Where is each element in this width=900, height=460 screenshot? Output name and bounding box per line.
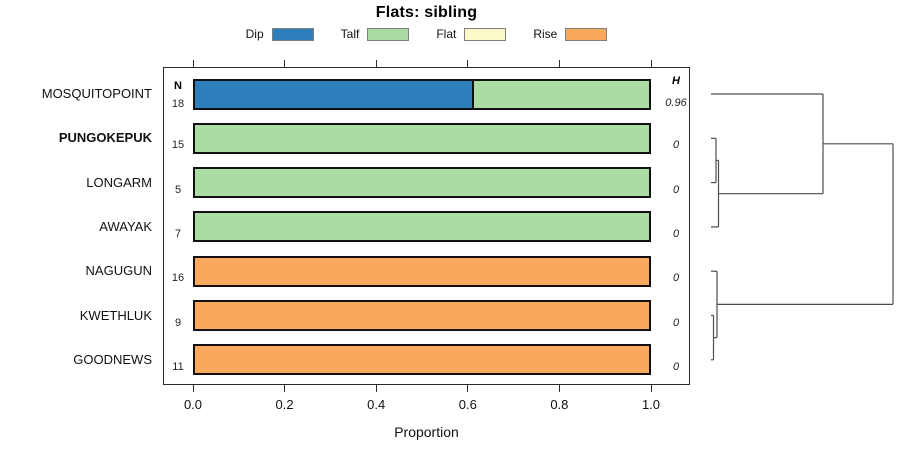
row-label-kwethluk: KWETHLUK (79, 307, 152, 323)
legend-label: Dip (245, 27, 264, 41)
bar-segment-talf (195, 169, 649, 197)
x-tick-label: 0.6 (458, 397, 477, 412)
x-tick-label: 0.8 (550, 397, 569, 412)
x-tick-label: 0.2 (275, 397, 294, 412)
row-label-nagugun: NAGUGUN (85, 263, 152, 279)
n-value: 7 (174, 227, 182, 240)
legend-item-rise: Rise (533, 27, 608, 41)
x-tick-bottom (375, 385, 377, 392)
n-value: 11 (172, 360, 184, 373)
h-value: 0 (672, 360, 680, 373)
legend-item-flat: Flat (436, 27, 507, 41)
legend-item-dip: Dip (246, 27, 314, 41)
n-value: 9 (174, 316, 182, 329)
h-value: 0 (672, 183, 680, 196)
legend: Dip Talf Flat Rise (163, 26, 690, 42)
h-value: 0 (672, 272, 680, 285)
legend-swatch-dip-icon (271, 27, 314, 41)
h-column-header: H (672, 75, 680, 87)
n-column-header: N (174, 80, 182, 92)
x-tick-bottom (192, 385, 194, 392)
bar-segment-rise (195, 257, 649, 285)
bar-segment-dip (195, 80, 472, 108)
legend-label: Rise (533, 27, 558, 41)
h-value: 0 (672, 316, 680, 329)
plot-frame (163, 67, 690, 385)
x-tick-top (192, 60, 194, 67)
chart-title: Flats: sibling (375, 4, 478, 21)
bar-segment-rise (195, 346, 649, 374)
x-tick-bottom (650, 385, 652, 392)
x-axis-title: Proportion (394, 424, 459, 440)
x-tick-label: 0.4 (367, 397, 386, 412)
bar-segment-rise (195, 302, 649, 329)
n-value: 16 (171, 272, 185, 285)
row-label-awayak: AWAYAK (99, 218, 152, 234)
legend-label: Flat (436, 27, 457, 41)
x-tick-top (467, 60, 469, 67)
bar-row (193, 300, 651, 331)
bar-row (193, 122, 651, 154)
n-value: 18 (171, 98, 185, 110)
legend-swatch-rise-icon (565, 27, 608, 41)
x-tick-top (375, 60, 377, 67)
x-tick-bottom (467, 385, 469, 392)
row-label-goodnews: GOODNEWS (73, 351, 152, 367)
legend-label: Talf (340, 27, 360, 41)
bar-segment-talf (471, 80, 649, 108)
x-tick-top (558, 60, 560, 67)
legend-item-talf: Talf (341, 27, 410, 41)
x-tick-top (284, 60, 286, 67)
bar-row (193, 167, 651, 199)
bar-row (193, 78, 651, 110)
h-value: 0.96 (665, 97, 687, 109)
row-label-longarm: LONGARM (86, 174, 152, 190)
x-tick-top (650, 60, 652, 67)
x-tick-label: 1.0 (641, 397, 661, 412)
bar-segment-talf (195, 213, 649, 241)
legend-swatch-flat-icon (464, 27, 507, 41)
h-value: 0 (672, 227, 680, 240)
x-tick-bottom (284, 385, 286, 392)
x-tick-label: 0.0 (183, 397, 203, 412)
legend-swatch-talf-icon (367, 27, 410, 41)
row-label-pungokepuk: PUNGOKEPUK (58, 130, 152, 146)
bar-segment-talf (195, 124, 649, 152)
bar-row (193, 211, 651, 243)
bar-row (193, 255, 651, 287)
n-value: 15 (171, 139, 185, 152)
h-value: 0 (672, 139, 680, 152)
x-tick-bottom (558, 385, 560, 392)
bar-row (193, 344, 651, 376)
row-label-mosquitopoint: MOSQUITOPOINT (41, 86, 152, 101)
n-value: 5 (174, 183, 182, 196)
